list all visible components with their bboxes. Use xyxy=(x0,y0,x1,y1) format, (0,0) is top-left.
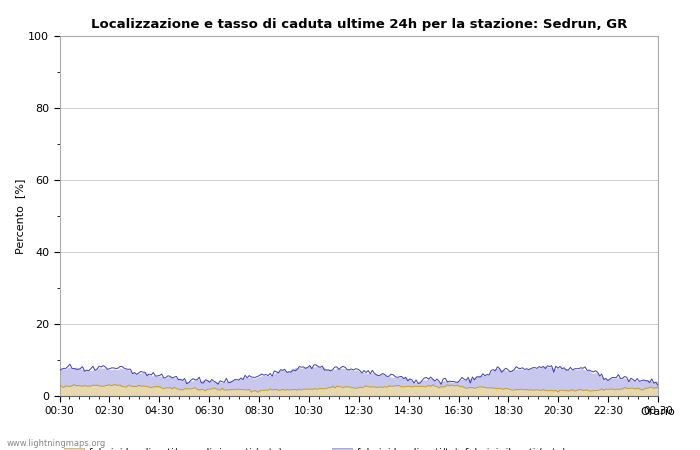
Title: Localizzazione e tasso di caduta ultime 24h per la stazione: Sedrun, GR: Localizzazione e tasso di caduta ultime … xyxy=(90,18,627,31)
Y-axis label: Percento  [%]: Percento [%] xyxy=(15,178,25,254)
Legend: fulmini localizzati/segnali ricevuti (rete), fulmini localizzati/segnali ricevut: fulmini localizzati/segnali ricevuti (re… xyxy=(64,448,601,450)
Text: www.lightningmaps.org: www.lightningmaps.org xyxy=(7,439,106,448)
Text: Orario: Orario xyxy=(640,407,676,417)
